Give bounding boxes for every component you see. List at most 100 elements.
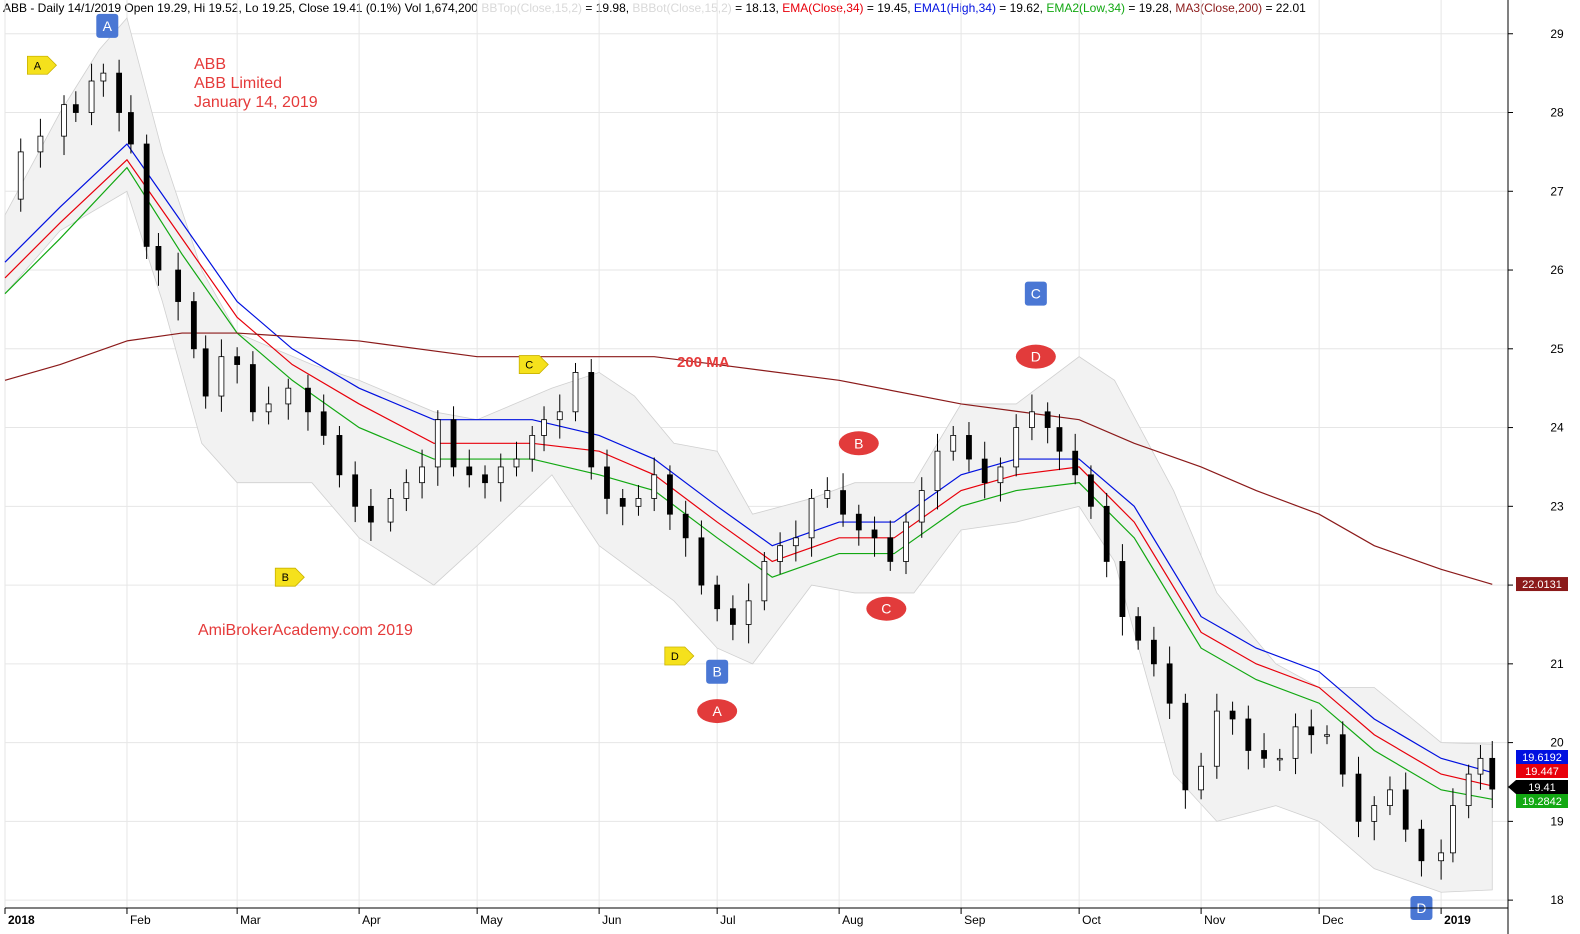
candle-up — [100, 72, 107, 82]
marker-yellow-tag — [27, 55, 57, 75]
candle-down — [1044, 411, 1051, 428]
candle-down — [698, 537, 705, 586]
header-bbtop-value: = 19.98, — [582, 1, 633, 15]
candle-down — [1229, 710, 1236, 720]
candle-down — [1308, 726, 1315, 736]
watermark-text: AmiBrokerAcademy.com 2019 — [198, 622, 413, 639]
candle-down — [1489, 757, 1496, 790]
candle-down — [155, 246, 162, 271]
candle-down — [320, 411, 327, 436]
header-bbbot-value: = 18.13, — [731, 1, 783, 15]
price-tag — [1516, 794, 1568, 808]
candle-down — [450, 419, 457, 468]
candle-up — [434, 419, 441, 468]
candle-up — [88, 80, 95, 113]
candle-down — [1402, 789, 1409, 830]
marker-blue-square — [706, 659, 729, 684]
candle-up — [529, 435, 536, 460]
y-tick-label: 24 — [1550, 421, 1564, 435]
candle-down — [1166, 663, 1173, 704]
annotation-company: ABB Limited — [194, 75, 283, 92]
candle-down — [1418, 828, 1425, 862]
candle-down — [1182, 702, 1189, 791]
candle-down — [714, 584, 721, 610]
candle-down — [175, 269, 182, 302]
candle-down — [871, 529, 878, 539]
candle-down — [1119, 561, 1126, 617]
marker-yellow-label: C — [525, 360, 533, 372]
candle-down — [249, 364, 256, 413]
candle-down — [682, 513, 689, 539]
candle-up — [1387, 789, 1393, 807]
x-tick-label: Jun — [602, 913, 621, 927]
price-tag-label: 19.2842 — [1522, 796, 1562, 808]
candle-down — [588, 372, 595, 468]
candle-up — [918, 490, 925, 523]
bollinger-band — [4, 17, 1493, 893]
price-tag-label: 22.0131 — [1522, 579, 1562, 591]
marker-yellow-tag — [664, 646, 695, 666]
header-bbtop: BBTop(Close,15,2) — [481, 1, 583, 15]
candle-up — [824, 490, 831, 499]
marker-yellow-label: B — [282, 572, 289, 584]
candle-up — [285, 387, 292, 405]
ema-low-line — [4, 166, 1493, 800]
header-ema1-value: = 19.62, — [995, 1, 1047, 15]
y-tick-label: 18 — [1550, 893, 1564, 907]
marker-red-label: C — [881, 601, 891, 617]
y-tick-label: 25 — [1550, 342, 1564, 356]
candle-down — [1339, 734, 1346, 775]
candle-down — [368, 505, 374, 523]
candle-up — [1292, 726, 1299, 759]
x-tick-label: Dec — [1322, 913, 1343, 927]
x-tick-label: Jul — [720, 913, 735, 927]
price-tag-label: 19.41 — [1528, 782, 1556, 794]
header-ema-value: = 19.45, — [863, 1, 914, 15]
price-tag — [1516, 764, 1568, 778]
candle-up — [1371, 805, 1378, 822]
candle-up — [265, 403, 272, 413]
marker-red-label: D — [1031, 349, 1041, 365]
candle-down — [667, 474, 673, 515]
x-tick-label: Feb — [130, 913, 151, 927]
marker-red-oval — [697, 699, 738, 724]
marker-blue-label: B — [712, 664, 721, 680]
candle-up — [419, 466, 425, 484]
candle-down — [190, 301, 197, 350]
candle-up — [950, 435, 957, 452]
candle-up — [1324, 734, 1330, 737]
candle-down — [887, 537, 894, 562]
marker-yellow-label: D — [671, 651, 679, 663]
x-tick-label: Apr — [362, 913, 381, 927]
marker-red-oval — [1015, 344, 1056, 369]
price-tag-label: 19.6192 — [1522, 752, 1562, 764]
candle-up — [1198, 765, 1205, 791]
marker-red-label: B — [854, 435, 863, 451]
candle-up — [1276, 757, 1283, 761]
marker-red-oval — [838, 431, 879, 456]
candle-down — [234, 356, 241, 365]
candle-up — [934, 450, 941, 491]
candle-up — [635, 498, 642, 507]
header-ema2-value: = 19.28, — [1125, 1, 1176, 15]
y-tick-label: 27 — [1550, 184, 1564, 198]
candle-up — [572, 372, 579, 413]
candle-down — [1088, 474, 1094, 507]
header-ma3: MA3(Close,200) — [1175, 1, 1263, 15]
y-tick-label: 21 — [1550, 657, 1564, 671]
chart-header: ABB - Daily 14/1/2019 Open 19.29, Hi 19.… — [3, 1, 1306, 15]
candle-down — [1355, 773, 1362, 822]
candle-up — [1013, 427, 1020, 468]
header-ema2: EMA2(Low,34) — [1046, 1, 1126, 15]
candle-up — [218, 356, 225, 397]
chart-annotation-title: ABB ABB Limited January 14, 2019 — [194, 55, 318, 112]
candle-down — [729, 608, 736, 625]
y-tick-label: 20 — [1550, 736, 1564, 750]
candle-down — [336, 435, 343, 476]
candle-down — [128, 112, 134, 145]
candle-up — [997, 466, 1004, 484]
x-tick-label: Sep — [964, 913, 986, 927]
candle-up — [1029, 411, 1035, 428]
candle-down — [72, 104, 79, 113]
